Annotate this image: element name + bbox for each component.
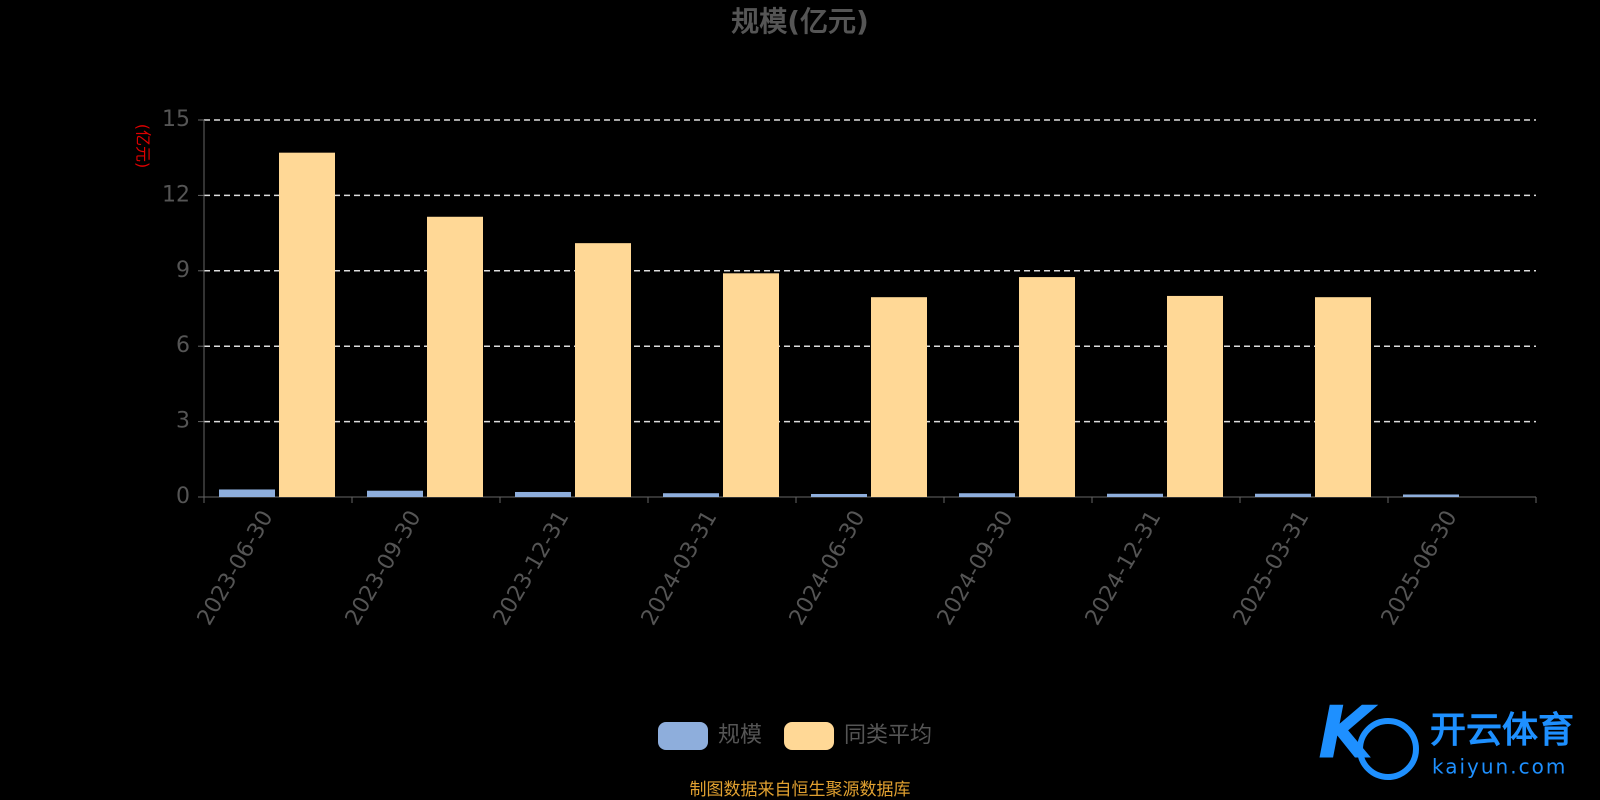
bar (871, 297, 927, 497)
bar (663, 493, 719, 497)
y-tick-label: 6 (176, 333, 190, 358)
legend-label: 同类平均 (844, 723, 932, 748)
y-tick-label: 12 (162, 182, 190, 207)
legend-swatch (658, 722, 708, 750)
y-tick-label: 15 (162, 107, 190, 132)
bar (811, 493, 867, 497)
bar (1107, 493, 1163, 497)
bar (279, 152, 335, 497)
bar (1403, 494, 1459, 497)
watermark-site: kaiyun.com (1432, 755, 1567, 779)
bar (1167, 295, 1223, 497)
source-note: 制图数据来自恒生聚源数据库 (690, 780, 911, 800)
bar (367, 490, 423, 497)
y-tick-label: 0 (176, 484, 190, 509)
bar (959, 493, 1015, 497)
bar (1019, 277, 1075, 497)
bar (1255, 493, 1311, 497)
bar (575, 243, 631, 497)
watermark-brand: 开云体育 (1430, 710, 1574, 751)
watermark: K 开云体育 kaiyun.com (1318, 691, 1574, 780)
chart-title: 规模(亿元) (731, 5, 869, 38)
legend-swatch (784, 722, 835, 750)
logo-k: K (1318, 691, 1379, 775)
bar (1315, 297, 1371, 497)
logo-ring (1357, 718, 1419, 780)
y-tick-label: 3 (176, 409, 190, 434)
bar (427, 216, 483, 497)
bar (219, 489, 275, 497)
y-tick-label: 9 (176, 258, 190, 283)
legend-label: 规模 (718, 723, 762, 748)
bar (723, 273, 779, 497)
bar (515, 491, 571, 497)
y-axis-label: (亿元) (134, 124, 153, 169)
